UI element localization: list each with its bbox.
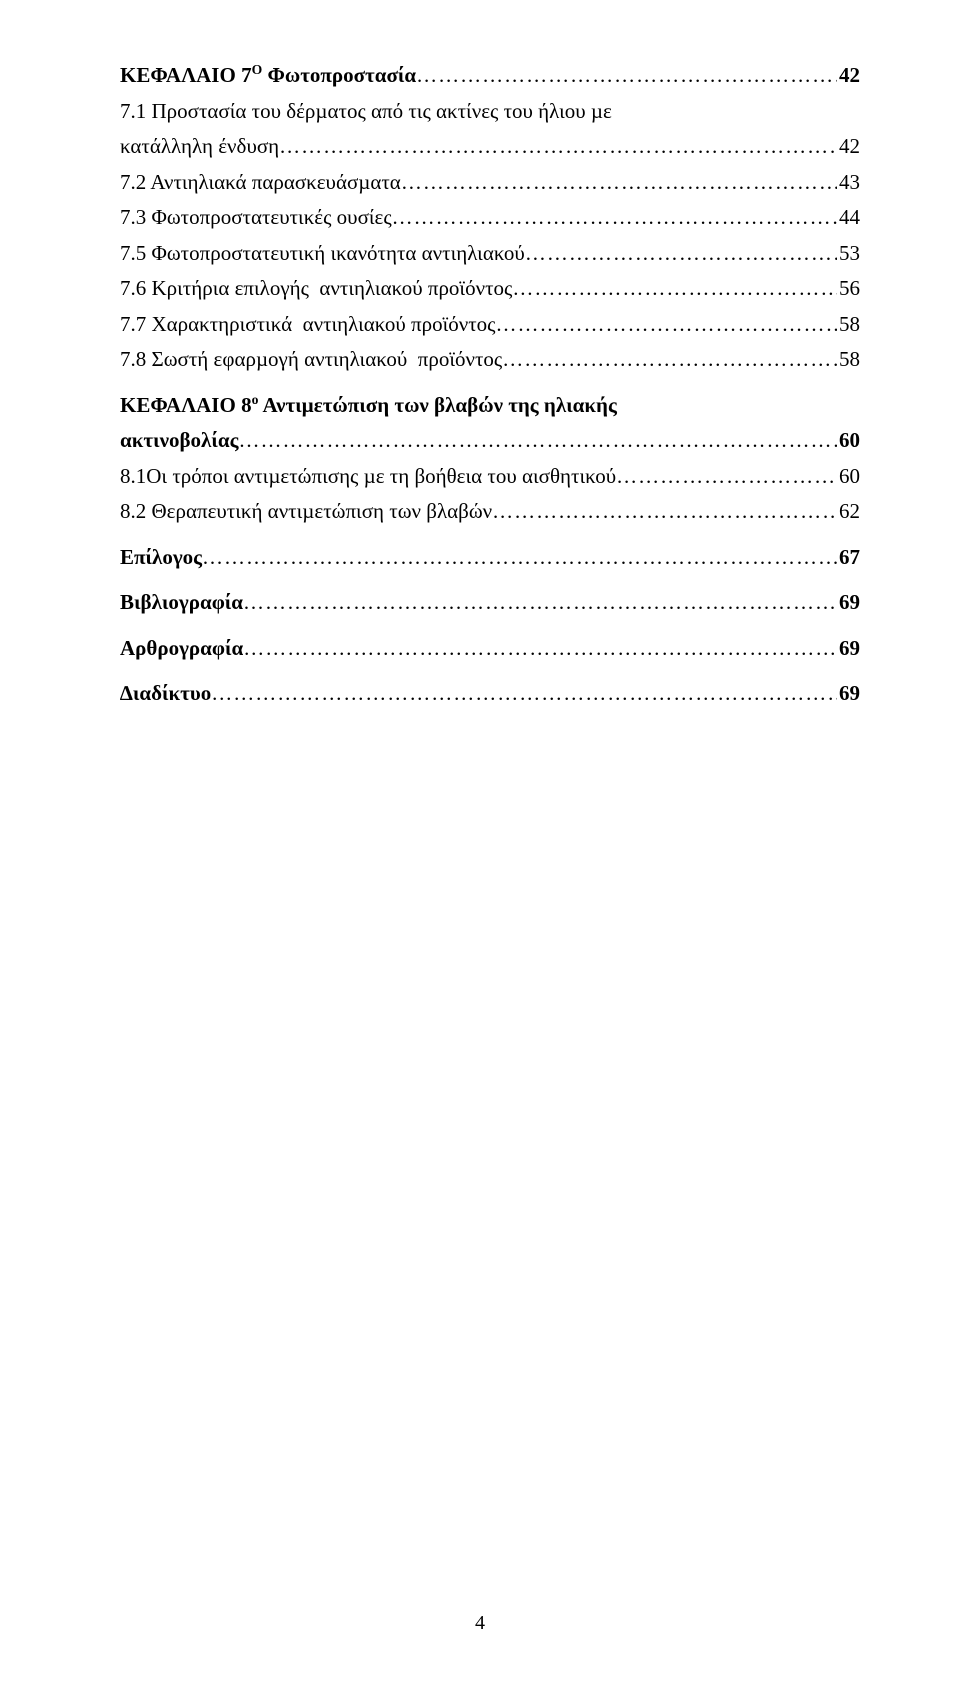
toc-entry-page: 60 <box>837 425 860 457</box>
toc-entry-page: 43 <box>837 167 860 199</box>
toc-entry: 7.5 Φωτοπροστατευτική ικανότητα αντιηλια… <box>120 238 860 270</box>
page-number: 4 <box>0 1612 960 1635</box>
toc-entry-label: 7.1 Προστασία του δέρµατος από τις ακτίν… <box>120 96 612 128</box>
toc-entry: 8.2 Θεραπευτική αντιµετώπιση των βλαβών…… <box>120 496 860 528</box>
superscript: Ο <box>252 62 263 77</box>
toc-entry-page: 56 <box>837 273 860 305</box>
toc-entry: ακτινοβολίας…………………………………………………………………………… <box>120 425 860 457</box>
toc-entry: Βιβλιογραφία…………………………………………………………………………… <box>120 587 860 619</box>
toc-entry: ΚΕΦΑΛΑΙΟ 7Ο Φωτοπροστασία………………………………………… <box>120 60 860 92</box>
toc-entry-label: 7.5 Φωτοπροστατευτική ικανότητα αντιηλια… <box>120 238 525 270</box>
toc-dots: …………………………………………………………………………………………………………… <box>279 131 837 163</box>
toc-dots: …………………………………………………………………………………………………………… <box>392 202 837 234</box>
toc-dots: …………………………………………………………………………………………………………… <box>238 425 837 457</box>
toc-entry: 7.7 Χαρακτηριστικά αντιηλιακού προϊόντος… <box>120 309 860 341</box>
toc-entry-page: 58 <box>837 309 860 341</box>
toc-entry-label: Αρθρογραφία <box>120 633 243 665</box>
toc-dots: …………………………………………………………………………………………………………… <box>243 587 837 619</box>
toc-dots: …………………………………………………………………………………………………………… <box>211 678 837 710</box>
toc-entry-label: 7.2 Αντιηλιακά παρασκευάσµατα <box>120 167 401 199</box>
toc-dots: …………………………………………………………………………………………………………… <box>243 633 837 665</box>
toc-entry: 7.3 Φωτοπροστατευτικές ουσίες……………………………… <box>120 202 860 234</box>
toc-entry: 7.2 Αντιηλιακά παρασκευάσµατα……………………………… <box>120 167 860 199</box>
toc-dots: …………………………………………………………………………………………………………… <box>202 542 837 574</box>
toc-entry: 7.8 Σωστή εφαρµογή αντιηλιακού προϊόντος… <box>120 344 860 376</box>
toc-dots: …………………………………………………………………………………………………………… <box>616 461 837 493</box>
toc-entry: 8.1Οι τρόποι αντιµετώπισης µε τη βοήθεια… <box>120 461 860 493</box>
toc-entry: 7.1 Προστασία του δέρµατος από τις ακτίν… <box>120 96 860 128</box>
toc-dots: …………………………………………………………………………………………………………… <box>492 496 837 528</box>
toc-entry-page: 42 <box>837 60 860 92</box>
toc-entry-label: ακτινοβολίας <box>120 425 238 457</box>
toc-entry-page: 42 <box>837 131 860 163</box>
toc-entry-label: κατάλληλη ένδυση <box>120 131 279 163</box>
toc-entry-page: 67 <box>837 542 860 574</box>
superscript: ο <box>252 392 259 407</box>
toc-entry-label: Επίλογος <box>120 542 202 574</box>
toc-entry: κατάλληλη ένδυση………………………………………………………………… <box>120 131 860 163</box>
toc-entry: Επίλογος……………………………………………………………………………………… <box>120 542 860 574</box>
toc-entry-label: 7.7 Χαρακτηριστικά αντιηλιακού προϊόντος <box>120 309 496 341</box>
toc-entry-label: 7.3 Φωτοπροστατευτικές ουσίες <box>120 202 392 234</box>
toc-entry-page: 69 <box>837 678 860 710</box>
toc-dots: …………………………………………………………………………………………………………… <box>401 167 837 199</box>
toc-entry-label: Βιβλιογραφία <box>120 587 243 619</box>
toc-entry-label: 7.8 Σωστή εφαρµογή αντιηλιακού προϊόντος <box>120 344 502 376</box>
table-of-contents: ΚΕΦΑΛΑΙΟ 7Ο Φωτοπροστασία………………………………………… <box>120 60 860 710</box>
toc-entry-page: 58 <box>837 344 860 376</box>
toc-entry: Αρθρογραφία……………………………………………………………………………… <box>120 633 860 665</box>
toc-entry-label: ΚΕΦΑΛΑΙΟ 7Ο Φωτοπροστασία <box>120 60 416 92</box>
toc-entry-page: 53 <box>837 238 860 270</box>
toc-dots: …………………………………………………………………………………………………………… <box>512 273 837 305</box>
toc-dots: …………………………………………………………………………………………………………… <box>502 344 837 376</box>
toc-dots: …………………………………………………………………………………………………………… <box>525 238 837 270</box>
toc-entry-page: 69 <box>837 633 860 665</box>
toc-entry-page: 69 <box>837 587 860 619</box>
toc-dots: …………………………………………………………………………………………………………… <box>496 309 838 341</box>
toc-dots: …………………………………………………………………………………………………………… <box>416 60 837 92</box>
toc-entry-page: 62 <box>837 496 860 528</box>
toc-entry: ∆ιαδίκτυο…………………………………………………………………………………… <box>120 678 860 710</box>
toc-entry-label: 8.2 Θεραπευτική αντιµετώπιση των βλαβών <box>120 496 492 528</box>
toc-entry-label: ∆ιαδίκτυο <box>120 678 211 710</box>
toc-entry-label: 7.6 Κριτήρια επιλογής αντιηλιακού προϊόν… <box>120 273 512 305</box>
toc-entry-label: ΚΕΦΑΛΑΙΟ 8ο Αντιµετώπιση των βλαβών της … <box>120 390 617 422</box>
toc-entry-label: 8.1Οι τρόποι αντιµετώπισης µε τη βοήθεια… <box>120 461 616 493</box>
toc-entry-page: 60 <box>837 461 860 493</box>
toc-entry-page: 44 <box>837 202 860 234</box>
toc-entry: 7.6 Κριτήρια επιλογής αντιηλιακού προϊόν… <box>120 273 860 305</box>
toc-entry: ΚΕΦΑΛΑΙΟ 8ο Αντιµετώπιση των βλαβών της … <box>120 390 860 422</box>
